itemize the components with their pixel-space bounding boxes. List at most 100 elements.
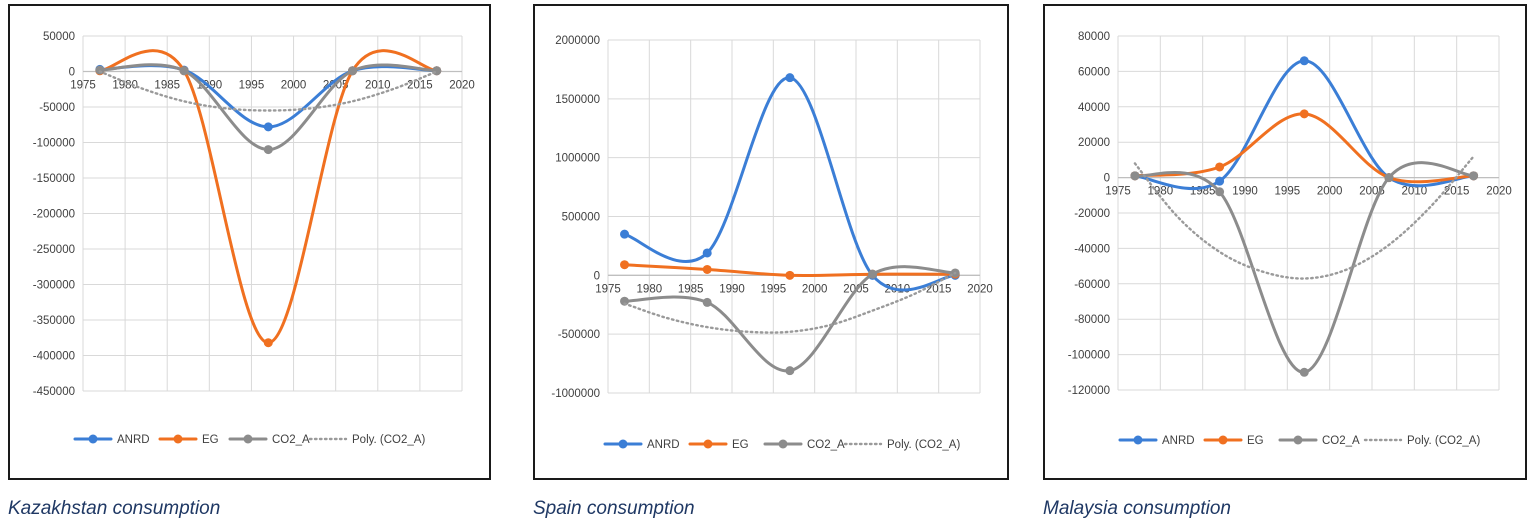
series-line-poly-co2-a- bbox=[98, 70, 438, 112]
x-tick-label: 2020 bbox=[967, 283, 993, 295]
y-tick-label: -250000 bbox=[33, 244, 75, 256]
series-line-anrd bbox=[98, 64, 439, 129]
data-point-co2-a bbox=[1130, 171, 1140, 181]
x-tick-label: 1975 bbox=[595, 283, 621, 295]
data-point-co2-a bbox=[179, 66, 189, 76]
y-tick-label: -100000 bbox=[33, 138, 75, 150]
x-tick-label: 2015 bbox=[926, 283, 952, 295]
legend-label: EG bbox=[732, 439, 749, 451]
data-point-co2-a bbox=[95, 65, 105, 75]
line-chart: 50000 0 -50000 -100000 -150000 -200000 -250000… bbox=[33, 31, 475, 446]
x-tick-label: 1980 bbox=[112, 80, 138, 92]
legend-marker bbox=[703, 439, 713, 449]
y-tick-label: 50000 bbox=[43, 31, 75, 43]
x-tick-label: 2010 bbox=[1402, 186, 1428, 198]
data-point-anrd bbox=[1215, 176, 1225, 186]
x-tick-label: 1990 bbox=[719, 283, 745, 295]
legend-label: Poly. (CO2_A) bbox=[1407, 435, 1480, 447]
y-tick-label: -20000 bbox=[1074, 208, 1110, 220]
data-point-anrd bbox=[620, 229, 630, 239]
chart-frame: 2000000 1500000 1000000 500000 0 -500000 -1000… bbox=[533, 4, 1009, 480]
y-tick-label: -500000 bbox=[558, 329, 600, 341]
legend-marker bbox=[173, 434, 183, 444]
x-tick-label: 2010 bbox=[365, 80, 391, 92]
y-tick-label: 80000 bbox=[1078, 31, 1110, 43]
series-line-poly-co2-a- bbox=[1133, 155, 1475, 280]
y-tick-label: 60000 bbox=[1078, 66, 1110, 78]
data-point-eg bbox=[1215, 162, 1225, 172]
series-line-anrd bbox=[623, 76, 957, 292]
y-tick-label: 1000000 bbox=[555, 153, 600, 165]
data-point-co2-a bbox=[348, 66, 358, 76]
y-tick-label: 1500000 bbox=[555, 94, 600, 106]
y-tick-label: -1000000 bbox=[551, 388, 600, 400]
chart-caption: Kazakhstan consumption bbox=[8, 498, 221, 519]
x-tick-label: 2015 bbox=[1444, 186, 1470, 198]
chart-frame: 50000 0 -50000 -100000 -150000 -200000 -250000… bbox=[8, 4, 491, 480]
data-point-anrd bbox=[702, 248, 712, 258]
legend-label: CO2_A bbox=[1322, 435, 1360, 447]
data-point-co2-a bbox=[1299, 367, 1309, 377]
series-line-eg bbox=[1133, 112, 1476, 184]
data-point-anrd bbox=[785, 73, 795, 83]
legend-label: EG bbox=[1247, 435, 1264, 447]
line-chart: 2000000 1500000 1000000 500000 0 -500000 -1000… bbox=[551, 35, 993, 451]
y-tick-label: -100000 bbox=[1068, 350, 1110, 362]
data-point-anrd bbox=[263, 122, 273, 132]
y-tick-label: -40000 bbox=[1074, 243, 1110, 255]
chart-frame: 80000 60000 40000 20000 0 -20000 -40000 -60000 -… bbox=[1043, 4, 1527, 480]
line-chart: 80000 60000 40000 20000 0 -20000 -40000 -60000 -… bbox=[1068, 31, 1512, 447]
y-tick-label: -150000 bbox=[33, 173, 75, 185]
data-point-eg bbox=[785, 270, 795, 280]
data-point-co2-a bbox=[1384, 173, 1394, 183]
x-tick-label: 2020 bbox=[1486, 186, 1512, 198]
data-point-co2-a bbox=[263, 145, 273, 155]
y-tick-label: -300000 bbox=[33, 280, 75, 292]
legend-label: CO2_A bbox=[272, 434, 310, 446]
data-point-eg bbox=[620, 260, 630, 270]
y-tick-label: -200000 bbox=[33, 209, 75, 221]
series-line-co2-a bbox=[623, 265, 957, 373]
y-tick-label: 2000000 bbox=[555, 35, 600, 47]
x-tick-label: 2000 bbox=[1317, 186, 1343, 198]
x-tick-label: 1985 bbox=[678, 283, 704, 295]
x-tick-label: 1995 bbox=[761, 283, 787, 295]
x-tick-label: 1975 bbox=[70, 80, 96, 92]
y-tick-label: -60000 bbox=[1074, 279, 1110, 291]
chart-caption: Spain consumption bbox=[533, 498, 695, 519]
x-tick-label: 1985 bbox=[154, 80, 180, 92]
y-tick-label: -80000 bbox=[1074, 314, 1110, 326]
legend-label: ANRD bbox=[1162, 435, 1195, 447]
x-tick-label: 1975 bbox=[1105, 186, 1131, 198]
legend-marker bbox=[243, 434, 253, 444]
legend-marker bbox=[1133, 435, 1143, 445]
x-tick-label: 2000 bbox=[802, 283, 828, 295]
data-point-co2-a bbox=[785, 366, 795, 376]
y-tick-label: 0 bbox=[1104, 173, 1110, 185]
data-point-co2-a bbox=[1215, 187, 1225, 197]
data-point-eg bbox=[702, 264, 712, 274]
y-tick-label: 0 bbox=[594, 270, 600, 282]
data-point-co2-a bbox=[868, 269, 878, 279]
x-tick-label: 1990 bbox=[1232, 186, 1258, 198]
x-tick-label: 2020 bbox=[449, 80, 475, 92]
y-tick-label: -350000 bbox=[33, 315, 75, 327]
y-tick-label: -450000 bbox=[33, 386, 75, 398]
y-tick-label: -400000 bbox=[33, 351, 75, 363]
y-tick-label: 500000 bbox=[562, 212, 600, 224]
legend-label: CO2_A bbox=[807, 439, 845, 451]
series-line-eg bbox=[98, 49, 439, 345]
y-tick-label: -50000 bbox=[39, 102, 75, 114]
legend-marker bbox=[778, 439, 788, 449]
data-point-anrd bbox=[1299, 56, 1309, 66]
chart-caption: Malaysia consumption bbox=[1043, 498, 1231, 519]
data-point-eg bbox=[263, 338, 273, 348]
legend-label: Poly. (CO2_A) bbox=[887, 439, 960, 451]
y-tick-label: -120000 bbox=[1068, 385, 1110, 397]
y-tick-label: 20000 bbox=[1078, 137, 1110, 149]
legend-marker bbox=[618, 439, 628, 449]
legend-label: Poly. (CO2_A) bbox=[352, 434, 425, 446]
data-point-eg bbox=[1299, 109, 1309, 119]
legend-label: ANRD bbox=[647, 439, 680, 451]
legend-label: ANRD bbox=[117, 434, 150, 446]
